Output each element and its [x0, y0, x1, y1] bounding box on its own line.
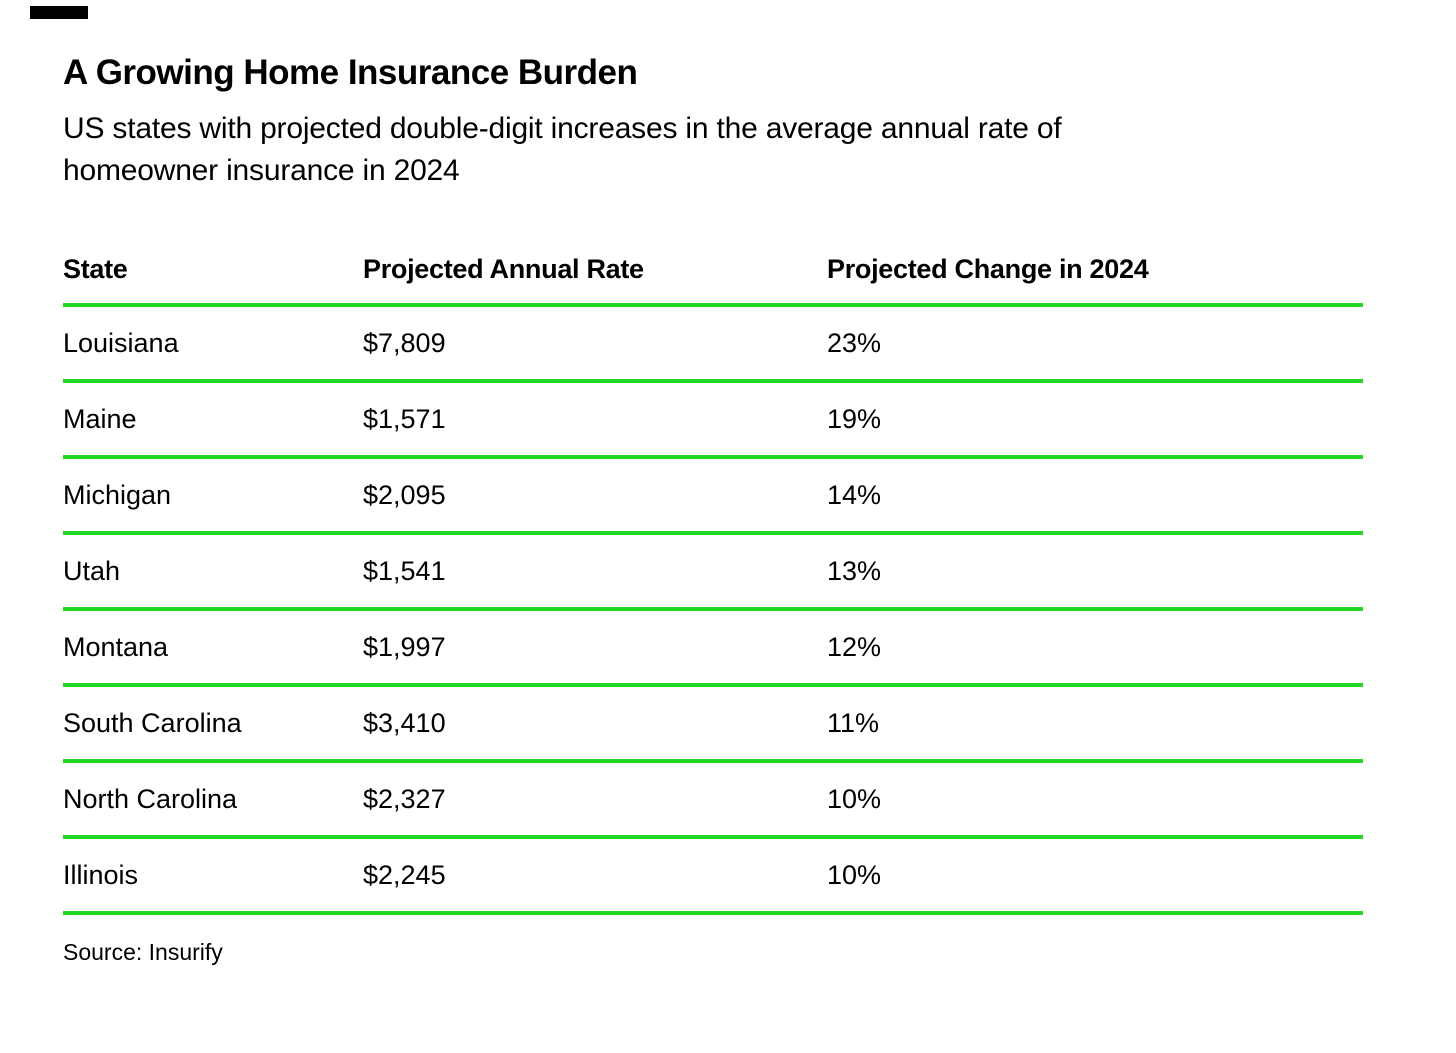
rate-cell: $1,997: [363, 631, 446, 662]
table-row: Maine $1,571 19%: [63, 383, 1363, 459]
column-header-projected-change: Projected Change in 2024: [827, 254, 1149, 284]
column-header-state: State: [63, 254, 128, 284]
column-header-projected-annual-rate: Projected Annual Rate: [363, 254, 644, 284]
rate-cell: $3,410: [363, 707, 446, 738]
chart-subtitle-line2: homeowner insurance in 2024: [63, 154, 460, 187]
table-row: Utah $1,541 13%: [63, 535, 1363, 611]
rate-cell: $7,809: [363, 327, 446, 358]
change-cell: 10%: [827, 859, 882, 890]
table-row: Montana $1,997 12%: [63, 611, 1363, 687]
table-row: North Carolina $2,327 10%: [63, 763, 1363, 839]
state-cell: Utah: [63, 555, 121, 586]
source-credit: Source: Insurify: [63, 939, 223, 965]
change-cell: 13%: [827, 555, 882, 586]
table-row: Michigan $2,095 14%: [63, 459, 1363, 535]
state-cell: Louisiana: [63, 327, 179, 358]
change-cell: 11%: [827, 707, 880, 738]
rate-cell: $1,571: [363, 403, 446, 434]
table-row: Louisiana $7,809 23%: [63, 307, 1363, 383]
state-cell: North Carolina: [63, 783, 238, 814]
change-cell: 23%: [827, 327, 882, 358]
change-cell: 14%: [827, 479, 882, 510]
table-row: Illinois $2,245 10%: [63, 839, 1363, 915]
change-cell: 10%: [827, 783, 882, 814]
insurance-rate-table: State Projected Annual Rate Projected Ch…: [63, 254, 1363, 915]
state-cell: Montana: [63, 631, 169, 662]
state-cell: Maine: [63, 403, 137, 434]
table-row: South Carolina $3,410 11%: [63, 687, 1363, 763]
chart-subtitle: US states with projected double-digit in…: [63, 108, 1353, 192]
table-header-row: State Projected Annual Rate Projected Ch…: [63, 254, 1363, 307]
rate-cell: $1,541: [363, 555, 446, 586]
rate-cell: $2,327: [363, 783, 446, 814]
state-cell: South Carolina: [63, 707, 242, 738]
rate-cell: $2,245: [363, 859, 446, 890]
brand-tag-black-bar-icon: [30, 6, 88, 19]
change-cell: 12%: [827, 631, 882, 662]
chart-subtitle-line1: US states with projected double-digit in…: [63, 112, 1062, 145]
state-cell: Illinois: [63, 859, 139, 890]
rate-cell: $2,095: [363, 479, 446, 510]
state-cell: Michigan: [63, 479, 172, 510]
page-title: A Growing Home Insurance Burden: [63, 53, 638, 92]
change-cell: 19%: [827, 403, 882, 434]
